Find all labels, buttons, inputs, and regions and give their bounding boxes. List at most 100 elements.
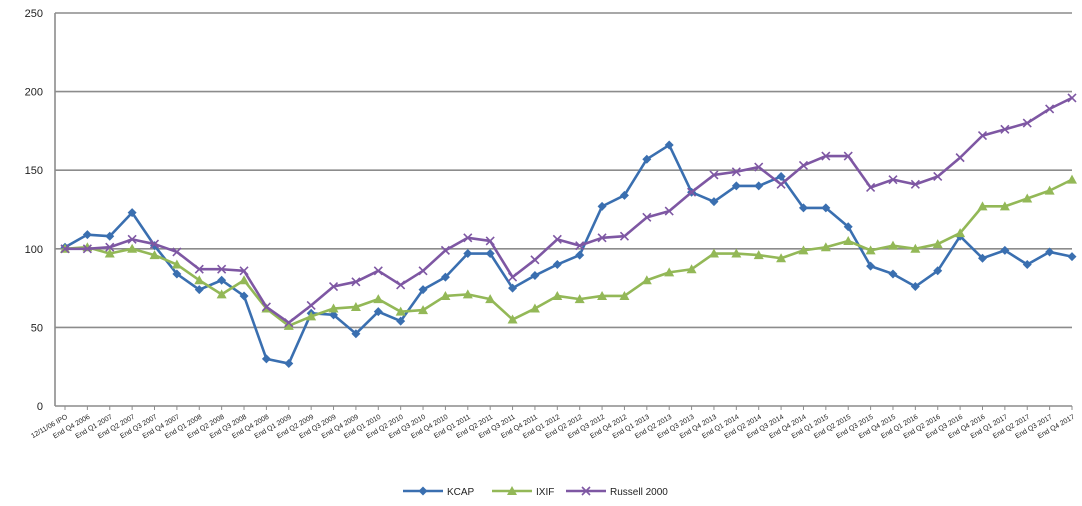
data-point xyxy=(664,140,674,150)
y-tick-label: 200 xyxy=(25,87,43,99)
data-point xyxy=(329,310,339,320)
data-point xyxy=(418,305,429,315)
data-point xyxy=(843,235,854,245)
data-point xyxy=(798,160,809,171)
data-point xyxy=(664,206,674,216)
data-point xyxy=(239,275,250,285)
data-point xyxy=(1000,124,1010,134)
data-point xyxy=(306,300,316,310)
data-point xyxy=(127,243,138,253)
data-point xyxy=(910,243,921,253)
series-line xyxy=(65,96,1073,324)
data-point xyxy=(977,201,988,211)
grid-lines xyxy=(55,12,1072,329)
data-point xyxy=(955,228,966,238)
data-point xyxy=(507,272,518,282)
data-point xyxy=(866,261,876,271)
data-point xyxy=(843,151,853,161)
y-tick-label: 0 xyxy=(37,401,43,413)
data-point xyxy=(753,250,764,260)
data-point xyxy=(60,244,70,254)
data-point xyxy=(351,277,361,287)
data-point xyxy=(619,190,629,200)
data-point xyxy=(350,301,361,311)
data-point xyxy=(821,203,831,213)
y-tick-label: 100 xyxy=(25,244,43,256)
series-kcap xyxy=(60,140,1077,369)
data-point xyxy=(284,359,294,369)
data-point xyxy=(395,306,406,316)
data-point xyxy=(776,171,786,181)
data-point xyxy=(328,303,339,313)
data-point xyxy=(820,242,831,252)
data-point xyxy=(955,153,965,163)
data-point xyxy=(418,266,428,276)
data-point xyxy=(529,303,540,313)
legend-item: KCAP xyxy=(403,486,475,498)
data-point xyxy=(1067,252,1077,262)
y-tick-label: 50 xyxy=(31,322,43,334)
data-point xyxy=(642,154,652,164)
y-axis-tick-labels: 0 50 100 150 200 250 xyxy=(25,8,43,413)
data-point xyxy=(731,167,741,177)
data-point xyxy=(463,249,473,259)
data-point xyxy=(575,250,585,260)
legend-item: Russell 2000 xyxy=(566,486,668,498)
data-point xyxy=(552,260,562,270)
data-point xyxy=(798,203,808,213)
data-point xyxy=(1067,93,1077,103)
data-point xyxy=(306,311,317,321)
data-point xyxy=(999,201,1010,211)
y-tick-label: 150 xyxy=(25,165,43,177)
data-point xyxy=(239,266,249,276)
data-point xyxy=(373,266,383,276)
data-point xyxy=(798,245,809,255)
data-point xyxy=(485,294,496,304)
data-point xyxy=(194,285,204,295)
data-point xyxy=(149,239,160,249)
data-point xyxy=(217,275,227,285)
data-point xyxy=(328,281,339,292)
data-point xyxy=(574,294,585,304)
data-point xyxy=(463,233,473,243)
data-point xyxy=(642,212,652,222)
data-point xyxy=(1022,260,1032,270)
data-point xyxy=(82,244,92,254)
legend-label: IXIF xyxy=(536,487,554,498)
data-point xyxy=(194,264,204,274)
data-point xyxy=(440,245,450,255)
data-point xyxy=(619,231,630,241)
data-point xyxy=(194,275,205,285)
data-point xyxy=(731,181,741,191)
data-point xyxy=(172,247,182,257)
data-point xyxy=(977,253,987,263)
data-point xyxy=(910,282,920,292)
data-point xyxy=(1000,245,1010,255)
data-point xyxy=(418,285,428,295)
data-point xyxy=(708,248,719,258)
data-point xyxy=(216,289,227,299)
data-point xyxy=(217,264,227,274)
data-point xyxy=(284,318,294,328)
data-point xyxy=(172,269,182,279)
legend: KCAP IXIF Russell 2000 xyxy=(403,486,668,498)
data-point xyxy=(462,289,473,299)
data-point xyxy=(149,250,160,260)
data-point xyxy=(373,294,384,304)
series-ixif xyxy=(60,174,1077,330)
data-point xyxy=(754,162,764,172)
data-point xyxy=(396,316,406,326)
axes xyxy=(54,13,1073,410)
data-point xyxy=(1045,247,1055,257)
data-point xyxy=(843,222,853,232)
data-point xyxy=(530,255,540,265)
data-point xyxy=(731,248,742,258)
data-point xyxy=(440,290,451,300)
data-point xyxy=(866,182,876,193)
data-point xyxy=(754,181,764,191)
data-point xyxy=(1044,185,1055,195)
data-point xyxy=(686,264,697,274)
data-point xyxy=(507,314,518,324)
